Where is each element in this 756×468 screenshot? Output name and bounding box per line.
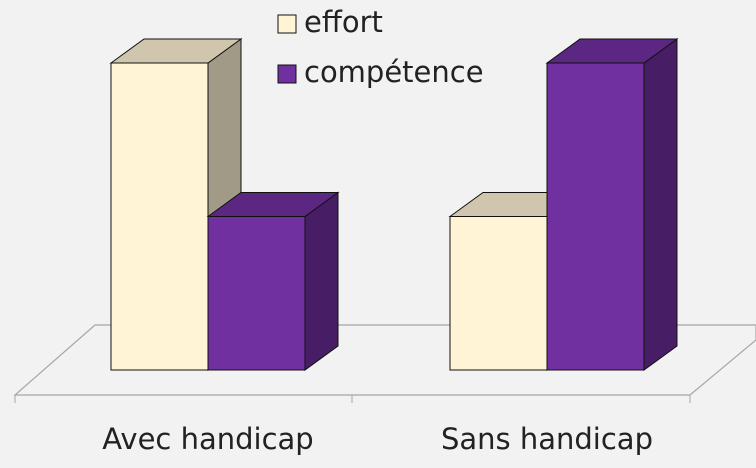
bar-face — [546, 62, 645, 371]
bar-face — [643, 38, 678, 371]
legend-label: effort — [304, 5, 383, 39]
bar-face — [110, 62, 209, 371]
bar — [545, 38, 679, 371]
bar — [206, 191, 340, 371]
bar-face — [449, 216, 548, 371]
x-tick-label: Sans handicap — [441, 422, 653, 456]
x-tick-label: Avec handicap — [102, 422, 313, 456]
legend-swatch — [277, 64, 297, 84]
legend-label: compétence — [304, 55, 484, 89]
legend-swatch — [277, 14, 297, 34]
bar-face — [207, 216, 306, 371]
bar-face — [304, 191, 339, 371]
